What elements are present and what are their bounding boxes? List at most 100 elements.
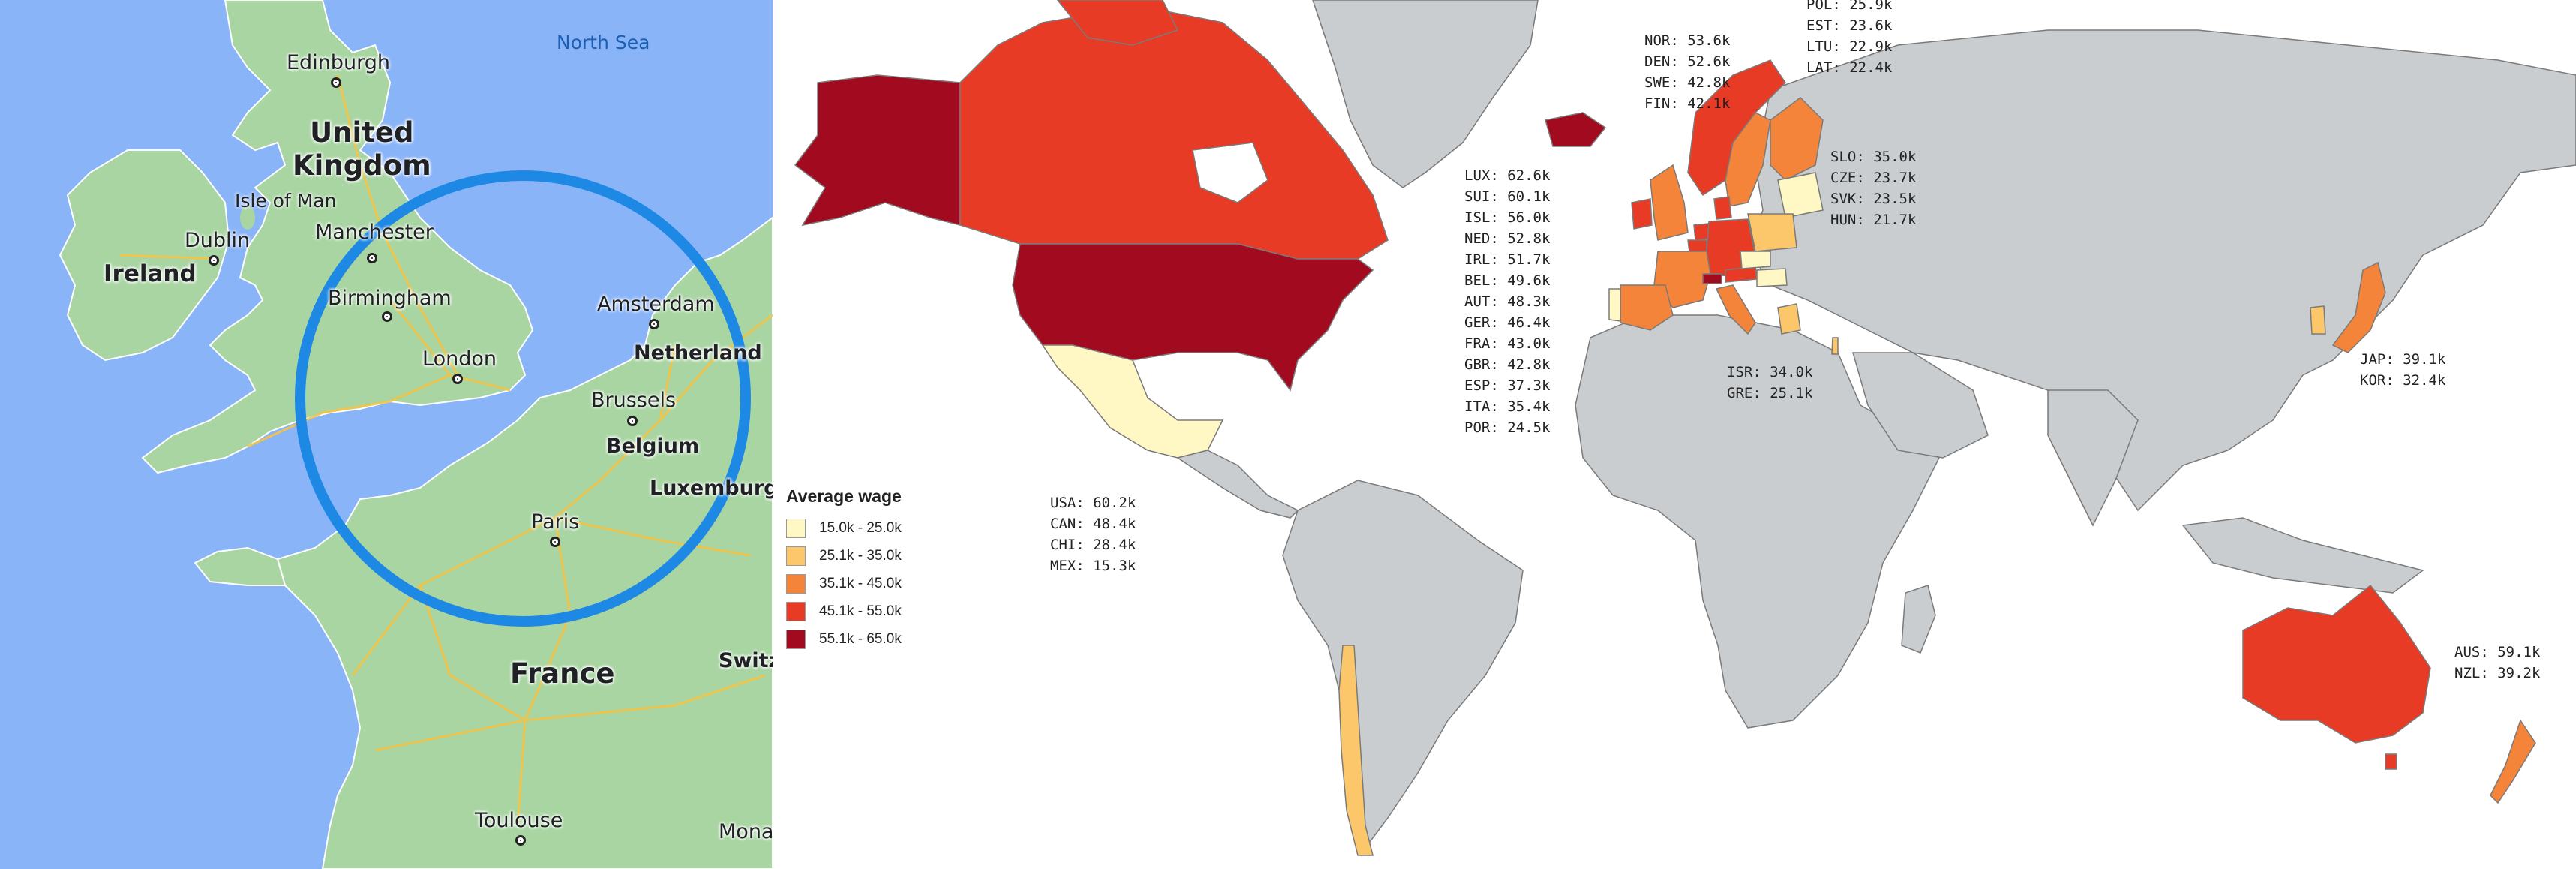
legend-items: 15.0k - 25.0k 25.1k - 35.0k 35.1k - 45.0k 4… [786, 514, 902, 653]
alaska-shape [794, 74, 961, 227]
legend-item: 45.1k - 55.0k [786, 597, 902, 625]
wage-label: GER: 46.4k [1464, 314, 1551, 331]
wage-label: POL: 25.9k [1806, 0, 1893, 13]
legend-item: 55.1k - 65.0k [786, 625, 902, 653]
dublin-label: Dublin [185, 229, 251, 252]
wage-label: EST: 23.6k [1806, 17, 1893, 34]
switzerland-label: Switz [719, 649, 773, 672]
legend-label: 25.1k - 35.0k [819, 547, 902, 564]
brussels-label: Brussels [591, 389, 677, 412]
sweden-shape [1725, 112, 1771, 207]
wage-label: GRE: 25.1k [1727, 385, 1813, 401]
south-america-shape [1282, 480, 1524, 849]
wage-group-americas: USA: 60.2k CAN: 48.4k CHI: 28.4k MEX: 15.3k [1050, 492, 1136, 576]
wage-label: SUI: 60.1k [1464, 188, 1551, 205]
wage-label: ITA: 35.4k [1464, 398, 1551, 415]
dublin-dot [209, 255, 219, 266]
wage-label: CHI: 28.4k [1050, 537, 1136, 553]
great-britain-land [141, 0, 534, 474]
legend-label: 35.1k - 45.0k [819, 575, 902, 591]
wage-label: FRA: 43.0k [1464, 335, 1551, 352]
wage-label: AUS: 59.1k [2454, 644, 2541, 660]
wage-label: HUN: 21.7k [1830, 212, 1917, 228]
wage-label: MEX: 15.3k [1050, 558, 1136, 574]
iceland-shape [1545, 112, 1607, 147]
czech-shape [1740, 251, 1771, 269]
canada-islands-shape [1057, 0, 1179, 46]
wage-label: LTU: 22.9k [1806, 38, 1893, 55]
birmingham-dot [382, 311, 392, 322]
luxembourg-label: Luxemburg [650, 477, 773, 500]
legend-swatch [786, 601, 806, 621]
wage-label: ISR: 34.0k [1727, 364, 1813, 380]
manchester-dot [367, 253, 377, 263]
canada-shape [959, 7, 1389, 260]
isle-of-man-land [240, 206, 255, 230]
paris-label: Paris [531, 510, 580, 534]
legend-label: 55.1k - 65.0k [819, 630, 902, 647]
japan-shape [2331, 261, 2386, 353]
arabia-shape [1852, 352, 1989, 459]
highlight-circle [295, 170, 751, 627]
wage-label: SWE: 42.8k [1644, 74, 1731, 91]
wage-label: AUT: 48.3k [1464, 293, 1551, 310]
italy-shape [1715, 284, 1756, 335]
map-legend: Average wage 15.0k - 25.0k 25.1k - 35.0k 3… [786, 486, 902, 653]
wage-label: NED: 52.8k [1464, 230, 1551, 247]
australia-shape [2242, 584, 2431, 744]
road-map-panel: North Sea Isle of Man United Kingdom Ire… [0, 0, 773, 869]
ireland-label: Ireland [104, 260, 197, 287]
chile-shape [1338, 645, 1374, 856]
wage-group-oceania: AUS: 59.1k NZL: 39.2k [2454, 642, 2540, 684]
edinburgh-label: Edinburgh [287, 51, 390, 74]
wage-label: GBR: 42.8k [1464, 356, 1551, 373]
wage-label: CAN: 48.4k [1050, 516, 1136, 532]
legend-swatch [786, 629, 806, 649]
legend-item: 15.0k - 25.0k [786, 514, 902, 542]
new-zealand-shape [2490, 719, 2536, 804]
irl-shape [1631, 198, 1653, 230]
wage-label: NOR: 53.6k [1644, 32, 1731, 49]
central-america-shape [1176, 450, 1299, 519]
brittany-land [194, 546, 287, 586]
tasmania-shape [2385, 753, 2397, 770]
india-shape [2047, 389, 2139, 527]
poland-shape [1747, 213, 1797, 252]
greenland-shape [1312, 0, 1539, 188]
wage-label: NZL: 39.2k [2454, 665, 2541, 681]
wage-label: ISL: 56.0k [1464, 209, 1551, 226]
wage-label: LUX: 62.6k [1464, 167, 1551, 184]
brussels-dot [627, 416, 638, 426]
wage-label: CZE: 23.7k [1830, 170, 1917, 186]
legend-label: 45.1k - 55.0k [819, 603, 902, 619]
legend-swatch [786, 546, 806, 566]
wage-label: LAT: 22.4k [1806, 59, 1893, 76]
london-dot [452, 374, 463, 384]
france-label: France [510, 657, 615, 690]
road-map-land [0, 0, 773, 869]
wage-group-europe-west: LUX: 62.6k SUI: 60.1k ISL: 56.0k NED: 52.8k… [1464, 165, 1550, 438]
wage-label: ESP: 37.3k [1464, 377, 1551, 394]
netherlands-label: Netherland [634, 341, 762, 365]
paris-dot [550, 537, 560, 547]
continent-land [276, 216, 773, 869]
baltics-shape [1777, 172, 1824, 218]
greece-shape [1777, 303, 1801, 335]
legend-label: 15.0k - 25.0k [819, 519, 902, 536]
portugal-shape [1608, 288, 1621, 322]
amsterdam-label: Amsterdam [597, 293, 715, 316]
amsterdam-dot [649, 319, 659, 329]
hungary-shape [1756, 268, 1788, 287]
toulouse-label: Toulouse [475, 809, 563, 832]
edinburgh-dot [331, 77, 341, 88]
belgium-label: Belgium [606, 434, 700, 458]
switzerland-shape [1702, 273, 1722, 284]
uk-label: United Kingdom [293, 116, 431, 182]
wage-label: DEN: 52.6k [1644, 53, 1731, 70]
legend-item: 35.1k - 45.0k [786, 570, 902, 597]
north-sea-label: North Sea [557, 32, 650, 53]
mexico-shape [1041, 344, 1224, 459]
finland-shape [1770, 97, 1824, 181]
wage-label: BEL: 49.6k [1464, 272, 1551, 289]
